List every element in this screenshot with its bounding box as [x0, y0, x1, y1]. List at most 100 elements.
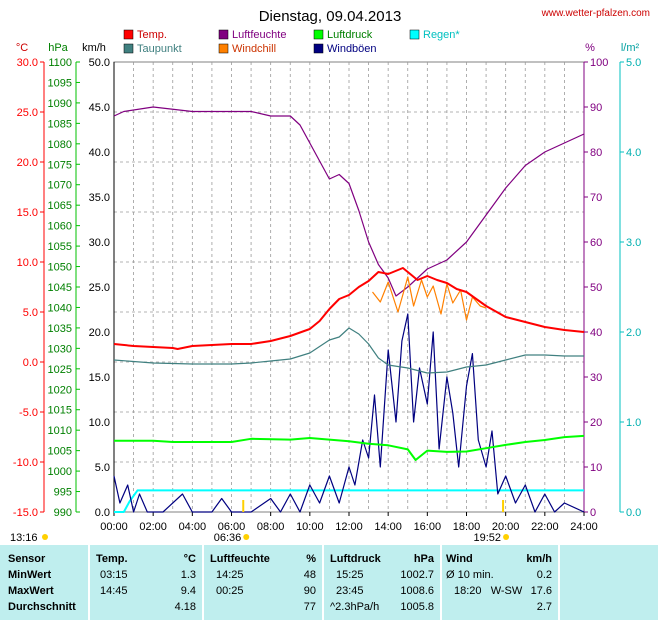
chart-svg: Dienstag, 09.04.2013 www.wetter-pfalzen.c… [10, 8, 650, 544]
temp-tick-label: 30.0 [17, 57, 38, 69]
time-tick-label: 20:00 [492, 521, 520, 533]
stats-press-min-time: 15:25 [336, 569, 364, 581]
humidity-tick-label: 20 [590, 417, 602, 429]
rain-tick-label: 3.0 [626, 237, 641, 249]
time-tick-label: 14:00 [374, 521, 402, 533]
stats-header-wind: Wind [446, 553, 473, 565]
legend-label: Taupunkt [137, 43, 182, 55]
series-line-taupunkt [113, 327, 584, 374]
pressure-tick-label: 1050 [48, 262, 72, 274]
legend-label: Luftfeuchte [232, 29, 286, 41]
time-tick-label: 22:00 [531, 521, 559, 533]
temp-tick-label: -15.0 [13, 507, 38, 519]
pressure-tick-label: 1075 [48, 159, 72, 171]
sunrise-label: 06:36 [214, 532, 242, 544]
pressure-tick-label: 1040 [48, 302, 72, 314]
stats-press-trend: ^2.3hPa/h [330, 601, 380, 613]
stats-col-wind: Wind km/h Ø 10 min. 0.2 18:20 W-SW 17.6 … [442, 545, 560, 620]
legend-label: Windböen [327, 43, 377, 55]
stats-header-temp: Temp. [96, 553, 128, 565]
stats-hum-avg-value: 77 [303, 601, 316, 613]
temp-tick-label: 5.0 [23, 307, 38, 319]
sunrise-icon [243, 534, 250, 540]
rain-tick-label: 5.0 [626, 57, 641, 69]
pressure-tick-label: 1100 [48, 57, 72, 69]
humidity-tick-label: 80 [590, 147, 602, 159]
stats-press-avg-value: 1005.8 [400, 601, 434, 613]
stats-wind-min-value: 0.2 [536, 569, 552, 581]
legend-swatch [409, 29, 420, 40]
stats-press-min-value: 1002.7 [400, 569, 434, 581]
stats-col-temp: Temp. °C 03:15 1.3 14:45 9.4 4.18 [90, 545, 204, 620]
legend-swatch [218, 29, 229, 40]
stats-hum-min-value: 48 [303, 569, 316, 581]
temp-tick-label: 0.0 [23, 357, 38, 369]
chart-title: Dienstag, 09.04.2013 [259, 8, 402, 25]
pressure-tick-label: 1080 [48, 139, 72, 151]
humidity-tick-label: 30 [590, 372, 602, 384]
humidity-tick-label: 40 [590, 327, 602, 339]
temp-tick-label: 25.0 [17, 107, 38, 119]
stats-header-pressure-unit: hPa [413, 553, 434, 565]
time-tick-label: 08:00 [257, 521, 285, 533]
wind-tick-label: 25.0 [89, 282, 110, 294]
humidity-axis-unit: % [585, 42, 595, 54]
temp-tick-label: 10.0 [17, 257, 38, 269]
stats-wind-min-label: Ø 10 min. [446, 569, 494, 581]
pressure-tick-label: 1010 [48, 425, 72, 437]
temp-tick-label: 15.0 [17, 207, 38, 219]
humidity-tick-label: 60 [590, 237, 602, 249]
stats-wind-max-value: 17.6 [530, 585, 552, 597]
stats-col-humidity: Luftfeuchte % 14:25 48 00:25 90 77 [204, 545, 324, 620]
time-tick-label: 06:00 [218, 521, 246, 533]
legend-label: Temp. [137, 29, 167, 41]
time-tick-label: 18:00 [453, 521, 481, 533]
pressure-tick-label: 1000 [48, 466, 72, 478]
stats-wind-avg-value: 2.7 [536, 601, 552, 613]
time-tick-label: 16:00 [414, 521, 442, 533]
pressure-tick-label: 1020 [48, 384, 72, 396]
moon-icon [42, 534, 48, 540]
pressure-tick-label: 990 [54, 507, 72, 519]
legend-swatch [313, 29, 324, 40]
legend-label: Regen* [423, 29, 460, 41]
sunset-label: 19:52 [474, 532, 502, 544]
legend-swatch [313, 43, 324, 54]
temp-axis-unit: °C [16, 42, 28, 54]
wind-tick-label: 5.0 [95, 462, 110, 474]
legend-label: Windchill [232, 43, 276, 55]
time-tick-label: 00:00 [100, 521, 128, 533]
pressure-tick-label: 1070 [48, 180, 72, 192]
temp-tick-label: 20.0 [17, 157, 38, 169]
pressure-tick-label: 1065 [48, 200, 72, 212]
wind-tick-label: 40.0 [89, 147, 110, 159]
stats-row-label-min: MinWert [8, 569, 52, 581]
wind-tick-label: 0.0 [95, 507, 110, 519]
time-tick-label: 04:00 [179, 521, 207, 533]
stats-temp-min-time: 03:15 [100, 569, 128, 581]
series-line-luftfeuchte [113, 106, 585, 297]
humidity-tick-label: 50 [590, 282, 602, 294]
stats-col-pressure: Luftdruck hPa 15:25 1002.7 23:45 1008.6 … [324, 545, 442, 620]
wind-tick-label: 50.0 [89, 57, 110, 69]
stats-col-sensor: Sensor MinWert MaxWert Durchschnitt [0, 545, 90, 620]
stats-header-sensor: Sensor [8, 553, 46, 565]
pressure-tick-label: 1085 [48, 118, 72, 130]
temp-tick-label: -10.0 [13, 457, 38, 469]
pressure-tick-label: 1045 [48, 282, 72, 294]
stats-header-humidity-unit: % [306, 553, 316, 565]
time-tick-label: 24:00 [570, 521, 598, 533]
pressure-tick-label: 1005 [48, 446, 72, 458]
pressure-tick-label: 1015 [48, 405, 72, 417]
series-line-luftdruck [114, 434, 585, 461]
legend-swatch [123, 29, 134, 40]
series-line-windchill [372, 276, 487, 321]
stats-press-max-time: 23:45 [336, 585, 364, 597]
wind-tick-label: 45.0 [89, 102, 110, 114]
humidity-tick-label: 70 [590, 192, 602, 204]
stats-temp-avg-value: 4.18 [174, 601, 196, 613]
rain-tick-label: 2.0 [626, 327, 641, 339]
stats-wind-max-label: 18:20 W-SW [454, 585, 523, 597]
rain-tick-label: 4.0 [626, 147, 641, 159]
series-line-regen [114, 489, 584, 513]
